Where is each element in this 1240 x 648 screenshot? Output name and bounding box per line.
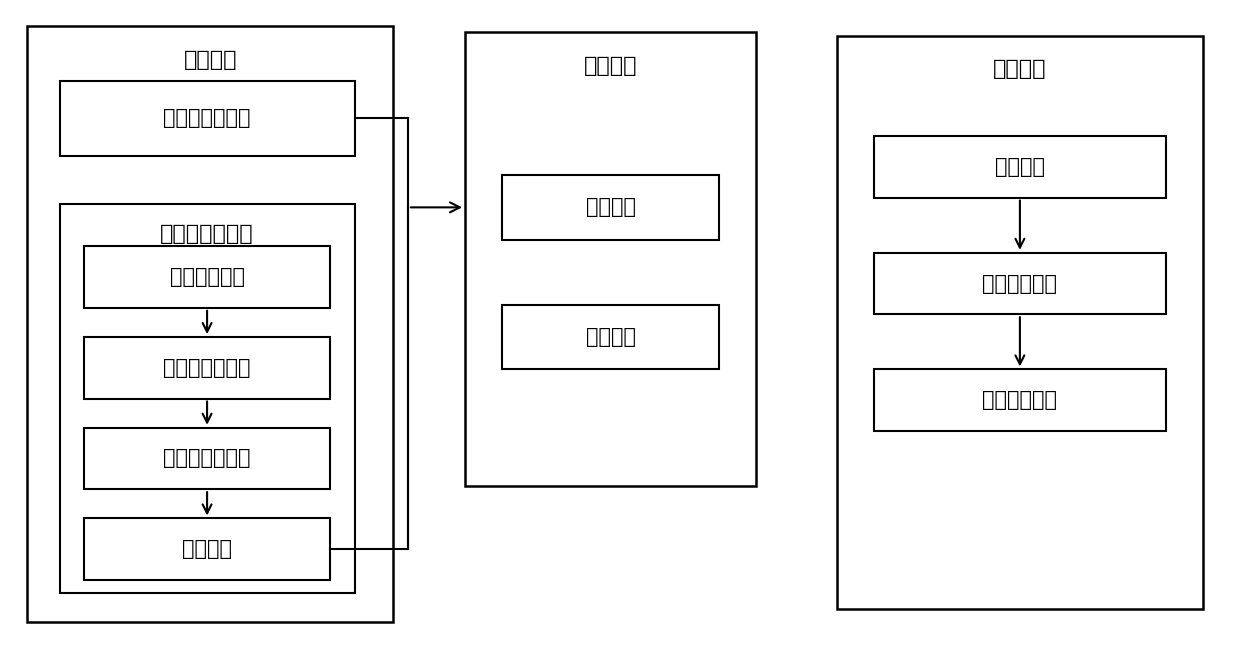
Bar (27, 26, 393, 622)
Text: 标志单元: 标志单元 (585, 198, 636, 217)
Bar (60, 81, 355, 156)
Bar (502, 175, 719, 240)
Bar (502, 305, 719, 369)
Bar (60, 204, 355, 593)
Text: 数据解析模块: 数据解析模块 (982, 390, 1058, 410)
Text: 校验位生成模块: 校验位生成模块 (164, 358, 250, 378)
Text: 前导帧生成模块: 前导帧生成模块 (164, 108, 250, 128)
Bar (874, 136, 1166, 198)
Text: 载荷帧生成模块: 载荷帧生成模块 (160, 224, 254, 244)
Text: 组合模块: 组合模块 (182, 539, 232, 559)
Text: 扫描模块: 扫描模块 (994, 157, 1045, 177)
Text: 编码模块: 编码模块 (184, 50, 237, 69)
Bar (874, 253, 1166, 314)
Bar (465, 32, 756, 486)
Text: 数据分组模块: 数据分组模块 (170, 267, 244, 287)
Bar (84, 246, 330, 308)
Bar (84, 337, 330, 399)
Bar (84, 518, 330, 580)
Text: 帧类型生成模块: 帧类型生成模块 (164, 448, 250, 469)
Bar (84, 428, 330, 489)
Text: 解调模块: 解调模块 (993, 60, 1047, 79)
Bar (874, 369, 1166, 431)
Text: 调制模块: 调制模块 (584, 56, 637, 76)
Text: 载荷单元: 载荷单元 (585, 327, 636, 347)
Text: 图像处理模块: 图像处理模块 (982, 273, 1058, 294)
Bar (837, 36, 1203, 609)
